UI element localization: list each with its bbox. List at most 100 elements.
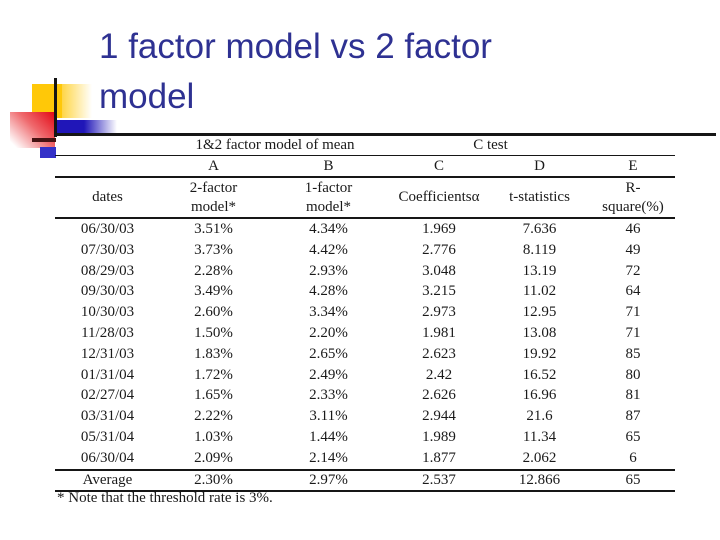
value-cell: 4.28% [309,283,348,300]
decoration-yellow-fade [62,84,92,118]
value-cell: 3.51% [194,221,233,237]
decoration-small-blue-square [40,147,56,158]
table-row: 02/27/04 1.65% 2.33% 2.626 16.96 81 [55,385,675,406]
group-header-spacer [55,136,160,156]
value-cell: 2.28% [194,262,233,279]
value-cell: 85 [625,345,641,362]
column-header-t-statistics: t-statistics [488,177,591,219]
title-underline [55,133,716,136]
date-cell: 03/31/04 [80,408,135,425]
value-cell: 72 [625,262,641,279]
value-cell: 87 [625,408,641,425]
value-cell: 8.119 [522,241,557,258]
value-cell: 1.83% [194,345,233,362]
table-body: 06/30/03 3.51% 4.34% 1.969 7.636 46 07/30/03 3.… [55,218,675,470]
value-cell: 3.11% [309,408,348,425]
date-cell: 05/31/04 [80,428,135,445]
value-cell: 2.65% [309,345,348,362]
value-cell: 4.34% [309,221,348,237]
letter-header: D [488,155,591,178]
column-header-r-square: R- square(%) [591,177,675,219]
table-row: 09/30/03 3.49% 4.28% 3.215 11.02 64 [55,281,675,302]
column-header-1-factor-model: 1-factor model* [267,177,390,219]
table-row: 08/29/03 2.28% 2.93% 3.048 13.19 72 [55,261,675,282]
date-cell: 08/29/03 [80,262,135,279]
value-cell: 2.22% [194,408,233,425]
value-cell: 21.6 [526,408,553,425]
date-cell: 12/31/03 [80,345,135,362]
value-cell: 13.08 [522,324,557,341]
value-cell: 12.95 [522,304,557,321]
letter-header-row: A B C D E [55,155,675,178]
group-header-c-test: C test [390,136,591,156]
value-cell: 16.96 [522,387,557,404]
table-row: 01/31/04 1.72% 2.49% 2.42 16.52 80 [55,365,675,386]
value-cell: 3.048 [422,262,456,279]
value-cell: 11.02 [522,283,557,300]
average-label: Average [55,468,160,492]
slide-title: 1 factor model vs 2 factor model [99,27,492,116]
value-cell: 16.52 [522,366,557,383]
value-cell: 6 [629,449,637,466]
date-cell: 02/27/04 [80,387,135,404]
group-header-factor-models: 1&2 factor model of mean [160,136,390,156]
table-row: 12/31/03 1.83% 2.65% 2.623 19.92 85 [55,344,675,365]
value-cell: 11.34 [522,428,557,445]
value-cell: 2.20% [309,324,348,341]
decoration-vertical-line [54,78,57,137]
value-cell: 2.60% [194,304,233,321]
value-cell: 2.09% [194,449,233,466]
average-cell: 65 [591,468,675,492]
value-cell: 1.989 [422,428,456,445]
table-row: 11/28/03 1.50% 2.20% 1.981 13.08 71 [55,323,675,344]
date-cell: 06/30/04 [80,449,135,466]
column-header-dates: dates [55,177,160,219]
decoration-blue-gradient-bar [57,120,117,134]
value-cell: 13.19 [522,262,557,279]
group-header-spacer [591,136,675,156]
value-cell: 2.062 [522,449,557,466]
group-header-row: 1&2 factor model of mean C test [55,136,675,156]
date-cell: 10/30/03 [80,304,135,321]
value-cell: 65 [625,428,641,445]
date-cell: 09/30/03 [80,283,135,300]
average-cell: 2.97% [267,468,390,492]
value-cell: 2.944 [422,408,456,425]
date-cell: 01/31/04 [80,366,135,383]
value-cell: 1.981 [422,324,456,341]
value-cell: 1.50% [194,324,233,341]
letter-header: A [160,155,267,178]
average-cell: 12.866 [488,468,591,492]
value-cell: 80 [625,366,641,383]
value-cell: 49 [625,241,641,258]
value-cell: 2.42 [425,366,453,383]
table-row: 06/30/04 2.09% 2.14% 1.877 2.062 6 [55,448,675,470]
date-cell: 07/30/03 [80,241,135,258]
table-row: 06/30/03 3.51% 4.34% 1.969 7.636 46 [55,218,675,240]
value-cell: 1.877 [422,449,456,466]
value-cell: 2.973 [422,304,456,321]
value-cell: 64 [625,283,641,300]
value-cell: 71 [625,304,641,321]
value-cell: 3.215 [422,283,456,300]
column-header-coefficients-alpha: Coefficientsα [390,177,488,219]
decoration-red-gradient-square [10,112,55,148]
value-cell: 2.623 [422,345,456,362]
table-row: 10/30/03 2.60% 3.34% 2.973 12.95 71 [55,302,675,323]
letter-header: C [390,155,488,178]
date-cell: 11/28/03 [81,324,134,341]
value-cell: 2.93% [309,262,348,279]
value-cell: 7.636 [522,221,557,237]
value-cell: 2.626 [422,387,456,404]
letter-header: B [267,155,390,178]
column-header-2-factor-model: 2-factor model* [160,177,267,219]
letter-header: E [591,155,675,178]
average-row: Average 2.30% 2.97% 2.537 12.866 65 [55,468,675,492]
value-cell: 2.776 [422,241,456,258]
value-cell: 1.969 [422,221,456,237]
average-cell: 2.30% [160,468,267,492]
value-cell: 81 [625,387,641,404]
value-cell: 1.72% [194,366,233,383]
value-cell: 1.03% [194,428,233,445]
letter-header [55,155,160,178]
